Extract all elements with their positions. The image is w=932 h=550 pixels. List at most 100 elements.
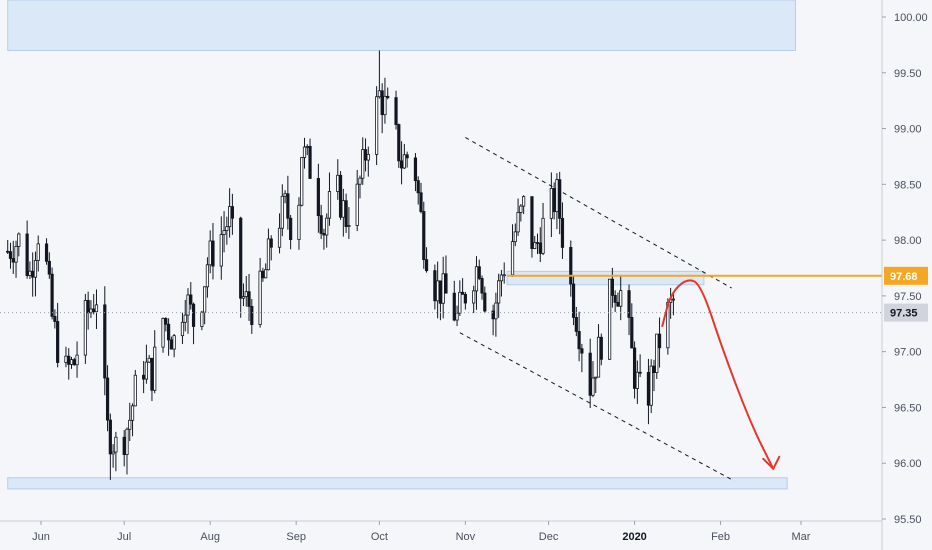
candle [499,269,504,297]
candle-body [286,193,290,219]
candle [133,369,137,407]
candle-body [458,291,462,314]
candle-body [438,280,443,304]
candle-body [266,238,271,271]
candle-body [419,192,423,212]
candle-body [191,303,196,327]
candle [522,195,526,215]
upper-supply-zone[interactable] [7,0,796,51]
candle [230,193,234,235]
channel-layer [459,137,735,482]
candle-body [153,346,157,391]
candle-body [69,359,74,365]
candles-layer [6,50,676,480]
candle-body [671,298,676,301]
candle-body [189,294,193,305]
candle-body [89,308,93,314]
candle-body [114,436,118,453]
candle-body [510,241,515,276]
candle-body [14,245,18,263]
candle [289,214,293,250]
candle-body [555,179,559,213]
candle-body [36,243,40,261]
candle [183,299,187,332]
candle-body [172,335,176,350]
candle-body [72,359,76,366]
candle [50,267,54,320]
candle [383,77,387,124]
candle [635,360,639,404]
candle-body [56,321,60,363]
candle-body [594,376,598,379]
candle-body [31,270,35,278]
candle [477,259,481,281]
candle [161,317,165,353]
candle-body [375,96,379,155]
candle-body [394,97,398,125]
candle-body [325,217,329,236]
candle-body [144,361,149,380]
resistance-zone[interactable] [506,270,705,286]
price-axis: 100.00 99.50 99.00 98.50 98.00 97.50 97.00 96.5… [882,12,928,526]
candle [671,293,676,316]
candle-body [638,371,642,374]
candle [130,403,135,437]
candle-body [8,251,13,259]
candle-body [219,234,223,267]
candle-body [133,374,137,407]
candle-body [11,258,15,263]
candle-body [652,365,656,373]
candle [397,123,401,168]
time-tick-label: Dec [539,531,559,543]
candle [463,291,467,310]
price-tick-label: 100.00 [894,12,928,24]
candle-body [646,372,651,406]
candle-body [94,304,99,313]
candle [502,262,506,284]
candle-body [130,405,135,421]
candle-body [474,266,479,292]
channel-upper-line[interactable] [465,137,732,289]
candle-body [302,146,307,158]
candle [649,359,653,414]
candle [560,202,565,259]
candle [247,273,251,321]
candle [225,216,229,245]
candle-body [610,278,614,296]
candle [413,153,418,192]
candle-body [208,240,212,266]
candle-body [17,233,21,247]
candle-body [649,365,653,406]
lower-demand-zone[interactable] [7,477,788,490]
candle [17,232,21,257]
candle-body [577,331,581,350]
candle [630,303,634,349]
candle [180,312,185,344]
candle [422,201,426,269]
candle [14,240,18,278]
candle-body [269,238,273,248]
candle [103,286,107,396]
candle-body [452,292,456,321]
price-tick-label: 96.50 [894,402,922,414]
price-tick-label: 98.00 [894,235,922,247]
candle [125,427,129,475]
candle [319,204,323,240]
candle [588,338,592,409]
candle [344,193,348,233]
candle [105,365,110,432]
time-tick-label: 2020 [622,531,646,543]
candle [571,275,576,326]
candle-body [461,291,465,295]
candle-body [316,178,320,217]
candle-body [67,355,71,365]
candle [580,343,584,373]
candle [657,317,662,368]
resistance-price-label: 97.68 [890,271,918,283]
candle-body [463,293,467,304]
candle [164,317,168,332]
projection-curve[interactable] [661,279,775,470]
candle-body [347,225,351,227]
candle [594,376,598,394]
